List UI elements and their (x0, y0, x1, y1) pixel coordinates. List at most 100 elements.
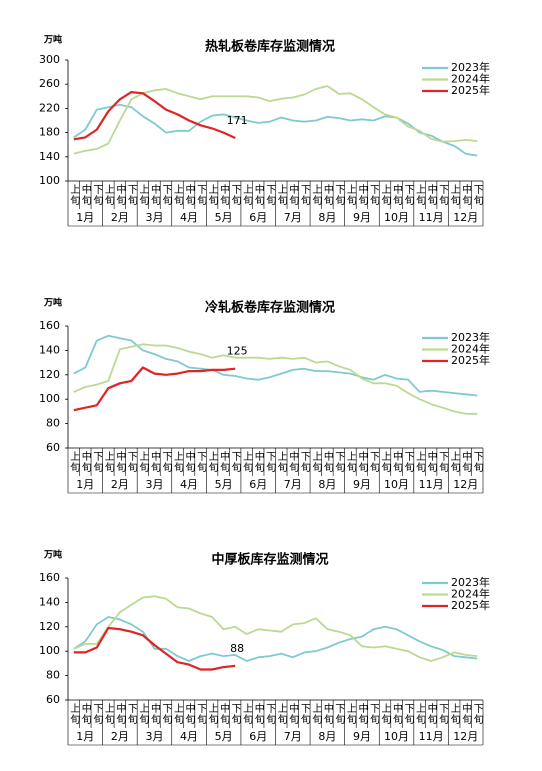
series-line (73, 343, 478, 415)
month-label: 1月 (76, 211, 94, 224)
series-line (73, 366, 236, 412)
y-tick-label: 300 (39, 53, 60, 66)
x-tick-label: 下旬 (125, 703, 137, 725)
y-tick-label: 100 (39, 644, 60, 657)
x-tick-label: 上旬 (448, 184, 460, 206)
x-tick-label: 下旬 (437, 451, 449, 473)
x-tick-label: 上旬 (310, 451, 322, 473)
x-tick-label: 下旬 (264, 184, 276, 206)
month-label: 11月 (419, 730, 444, 743)
x-tick-label: 下旬 (333, 184, 345, 206)
x-tick-label: 中旬 (460, 702, 472, 725)
month-label: 7月 (284, 478, 302, 491)
month-label: 4月 (180, 211, 198, 224)
x-tick-label: 上旬 (310, 184, 322, 206)
x-tick-label: 下旬 (195, 184, 207, 206)
x-tick-label: 上旬 (379, 703, 391, 725)
x-tick-label: 中旬 (218, 183, 230, 206)
month-label: 9月 (353, 211, 371, 224)
x-tick-label: 下旬 (125, 184, 137, 206)
x-tick-label: 下旬 (160, 184, 172, 206)
x-tick-label: 上旬 (344, 451, 356, 473)
series-line (73, 85, 478, 155)
x-tick-label: 上旬 (379, 451, 391, 473)
x-tick-label: 上旬 (275, 184, 287, 206)
x-tick-label: 中旬 (183, 702, 195, 725)
y-tick-label: 100 (39, 174, 60, 187)
x-tick-label: 上旬 (275, 703, 287, 725)
x-tick-label: 上旬 (102, 703, 114, 725)
x-tick-label: 中旬 (114, 702, 126, 725)
legend-label: 2025年 (451, 353, 490, 367)
month-label: 6月 (249, 730, 267, 743)
series-line (73, 334, 478, 397)
x-tick-label: 上旬 (241, 451, 253, 473)
x-tick-label: 上旬 (448, 451, 460, 473)
y-tick-label: 140 (39, 343, 60, 356)
month-label: 10月 (384, 730, 409, 743)
y-tick-label: 100 (39, 392, 60, 405)
x-tick-label: 上旬 (241, 703, 253, 725)
month-label: 11月 (419, 478, 444, 491)
legend-label: 2023年 (451, 330, 490, 344)
series-line (73, 595, 478, 662)
x-tick-label: 上旬 (379, 184, 391, 206)
x-tick-label: 中旬 (356, 702, 368, 725)
y-axis-unit: 万吨 (43, 549, 62, 561)
x-tick-label: 中旬 (460, 183, 472, 206)
x-tick-label: 中旬 (183, 450, 195, 473)
x-tick-label: 下旬 (437, 703, 449, 725)
x-tick-label: 中旬 (79, 450, 91, 473)
annotation: 88 (230, 642, 244, 655)
month-label: 4月 (180, 730, 198, 743)
legend-label: 2025年 (451, 598, 490, 612)
legend-label: 2024年 (451, 587, 490, 601)
x-tick-label: 下旬 (125, 451, 137, 473)
month-label: 10月 (384, 211, 409, 224)
month-label: 8月 (318, 478, 336, 491)
x-tick-label: 上旬 (137, 184, 149, 206)
y-axis-unit: 万吨 (43, 34, 62, 46)
x-tick-label: 下旬 (298, 451, 310, 473)
chart-title: 热轧板卷库存监测情况 (205, 39, 335, 55)
y-axis-unit: 万吨 (43, 297, 62, 309)
month-label: 1月 (76, 478, 94, 491)
x-tick-label: 中旬 (321, 183, 333, 206)
x-tick-label: 下旬 (298, 184, 310, 206)
x-tick-label: 中旬 (79, 702, 91, 725)
chart-title: 中厚板库存监测情况 (211, 552, 328, 568)
x-tick-label: 下旬 (229, 451, 241, 473)
month-label: 9月 (353, 730, 371, 743)
x-tick-label: 上旬 (241, 184, 253, 206)
x-tick-label: 下旬 (195, 451, 207, 473)
x-tick-label: 中旬 (183, 183, 195, 206)
x-tick-label: 下旬 (367, 703, 379, 725)
x-tick-label: 上旬 (102, 451, 114, 473)
x-tick-label: 中旬 (218, 702, 230, 725)
legend-label: 2024年 (451, 72, 490, 86)
x-tick-label: 中旬 (252, 702, 264, 725)
month-label: 9月 (353, 478, 371, 491)
x-tick-label: 下旬 (91, 703, 103, 725)
x-tick-label: 下旬 (195, 703, 207, 725)
month-label: 2月 (111, 730, 129, 743)
y-tick-label: 80 (46, 669, 60, 682)
y-tick-label: 140 (39, 150, 60, 163)
x-tick-label: 上旬 (68, 703, 80, 725)
x-tick-label: 上旬 (172, 703, 184, 725)
x-tick-label: 中旬 (287, 450, 299, 473)
series-line (73, 616, 478, 662)
x-tick-label: 上旬 (68, 451, 80, 473)
x-tick-label: 中旬 (356, 183, 368, 206)
month-label: 7月 (284, 211, 302, 224)
x-tick-label: 下旬 (264, 703, 276, 725)
annotation: 125 (227, 345, 248, 358)
x-tick-label: 上旬 (344, 184, 356, 206)
x-tick-label: 下旬 (367, 184, 379, 206)
x-tick-label: 上旬 (414, 703, 426, 725)
y-tick-label: 80 (46, 417, 60, 430)
x-tick-label: 中旬 (114, 183, 126, 206)
x-tick-label: 上旬 (206, 184, 218, 206)
month-label: 7月 (284, 730, 302, 743)
